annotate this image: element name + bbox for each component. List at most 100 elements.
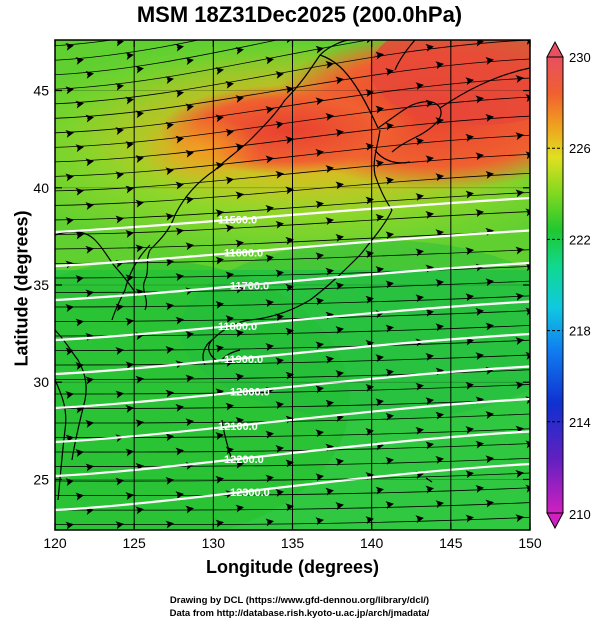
wind-arrow	[265, 299, 274, 308]
wind-arrow	[537, 2, 543, 3]
wind-arrow	[435, 411, 444, 420]
wind-arrow	[475, 307, 484, 316]
wind-arrow	[265, 205, 274, 213]
wind-arrow	[135, 419, 144, 428]
contour-label: 11800.0	[218, 321, 257, 333]
contour-label: 11600.0	[224, 247, 263, 259]
wind-arrow	[165, 76, 174, 84]
wind-arrow	[125, 274, 134, 283]
wind-arrow	[515, 381, 524, 390]
wind-arrow	[275, 445, 284, 453]
wind-arrow	[435, 455, 444, 464]
wind-arrow	[515, 132, 524, 141]
wind-arrow	[135, 199, 144, 208]
wind-arrow	[415, 137, 424, 146]
y-tick-label: 35	[33, 277, 49, 293]
wind-arrow	[115, 347, 124, 356]
wind-arrow	[325, 399, 334, 408]
colorbar-max-triangle	[546, 40, 564, 58]
wind-arrow	[525, 208, 530, 217]
wind-arrow	[235, 504, 244, 513]
height-contour	[55, 462, 530, 512]
wind-arrow	[185, 418, 194, 427]
wind-arrow	[485, 57, 494, 65]
x-tick-label: 120	[43, 535, 67, 551]
y-axis-label: Latitude (degrees)	[11, 210, 32, 367]
wind-arrow	[165, 346, 174, 354]
colorbar-tick-label: 222	[569, 232, 591, 247]
height-contour	[55, 300, 530, 342]
wind-arrow	[235, 417, 244, 425]
wind-arrow	[165, 433, 174, 442]
wind-arrow	[115, 521, 124, 530]
wind-arrow	[465, 514, 474, 523]
wind-arrow	[485, 322, 494, 331]
wind-arrow	[415, 82, 424, 91]
wind-arrow	[225, 224, 234, 233]
wind-arrow	[515, 337, 524, 346]
wind-arrow	[385, 280, 394, 289]
wind-arrow	[85, 158, 94, 167]
contour-label: 12200.0	[224, 454, 264, 466]
wind-arrow	[165, 302, 174, 311]
streamline	[55, 502, 530, 511]
wind-arrow	[487, 3, 493, 4]
colorbar-min-triangle	[546, 512, 564, 530]
wind-arrow	[185, 374, 194, 383]
wind-arrow	[435, 367, 444, 376]
streamline	[55, 115, 530, 163]
wind-arrow	[115, 259, 124, 268]
wind-arrow	[537, 325, 543, 326]
wind-arrow	[135, 375, 144, 384]
wind-arrow	[135, 244, 144, 253]
wind-arrow	[75, 100, 84, 109]
wind-arrow	[335, 76, 344, 85]
wind-arrow	[475, 95, 484, 104]
wind-arrow	[517, 21, 523, 22]
wind-arrow	[417, 30, 423, 31]
wind-arrow	[375, 486, 384, 495]
wind-arrow	[515, 246, 524, 255]
wind-arrow	[475, 440, 484, 449]
wind-arrow	[435, 229, 444, 238]
wind-arrow	[135, 155, 144, 163]
wind-arrow	[165, 476, 174, 485]
wind-arrow	[167, 33, 173, 34]
temperature-shading	[55, 40, 530, 530]
wind-arrow	[325, 311, 334, 320]
wind-arrow	[185, 242, 194, 251]
streamline	[55, 280, 530, 293]
wind-arrow	[525, 151, 530, 160]
wind-arrow	[225, 271, 234, 280]
wind-arrow	[115, 303, 124, 312]
wind-arrow	[75, 144, 84, 153]
wind-arrow	[175, 447, 184, 456]
wind-arrow	[485, 499, 494, 508]
wind-arrow	[425, 43, 434, 52]
wind-arrow	[475, 152, 484, 161]
wind-arrow	[515, 189, 524, 198]
wind-arrow	[225, 358, 234, 367]
wind-arrow	[537, 230, 543, 231]
streamline	[55, 472, 530, 482]
wind-arrow	[325, 267, 334, 276]
wind-arrow	[325, 355, 334, 364]
wind-arrow	[425, 99, 434, 108]
wind-arrow	[85, 376, 94, 385]
wind-arrow	[525, 440, 530, 449]
wind-arrow	[75, 231, 84, 240]
wind-arrow	[537, 281, 543, 282]
wind-arrow	[265, 430, 274, 439]
wind-arrow	[335, 128, 344, 137]
wind-arrow	[415, 294, 424, 303]
wind-arrow	[235, 191, 244, 200]
wind-arrow	[135, 65, 144, 74]
wind-arrow	[225, 80, 234, 89]
wind-arrow	[125, 185, 134, 194]
wind-arrow	[375, 213, 384, 222]
contour-label: 11500.0	[218, 214, 257, 226]
wind-arrow	[425, 485, 434, 494]
height-contour	[55, 261, 530, 302]
wind-arrow	[465, 293, 474, 302]
wind-arrow	[335, 502, 344, 511]
